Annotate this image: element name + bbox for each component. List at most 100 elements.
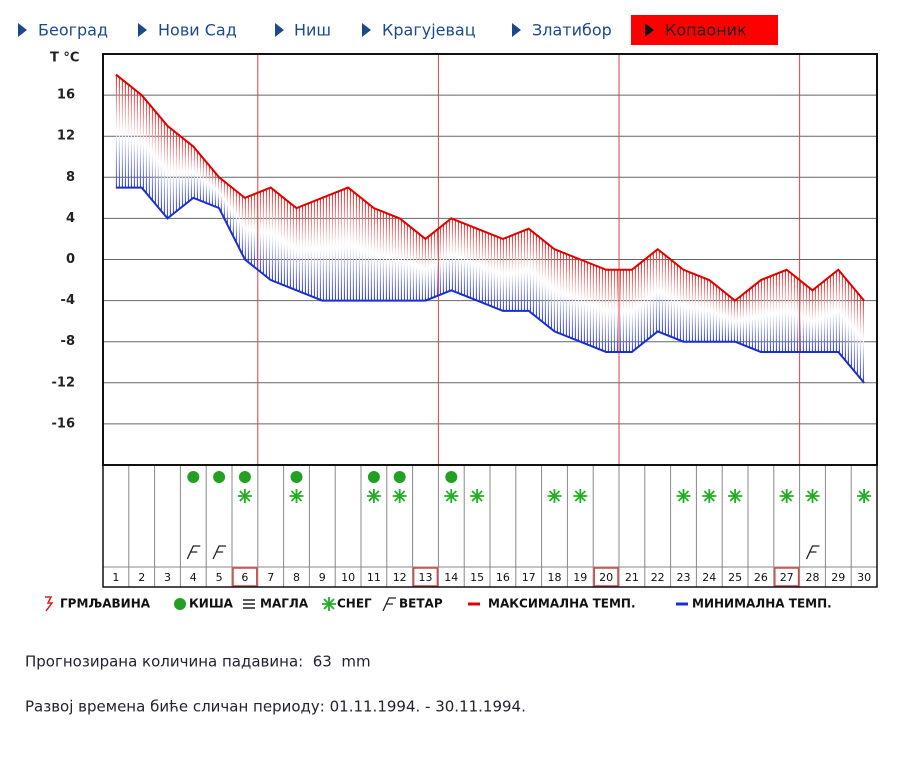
legend-label: СНЕГ xyxy=(337,597,372,611)
hatch xyxy=(658,250,660,332)
hatch xyxy=(205,161,207,203)
hatch xyxy=(163,121,165,215)
hatch xyxy=(706,279,708,342)
hatch xyxy=(736,299,738,343)
hatch xyxy=(349,189,351,301)
wind-icon xyxy=(212,545,227,560)
nav-tab[interactable]: Крагујевац xyxy=(362,21,476,40)
rain-icon xyxy=(187,471,200,483)
wind-icon xyxy=(382,597,396,612)
hatch xyxy=(634,267,636,350)
hatch xyxy=(784,270,786,352)
x-tick-label: 6 xyxy=(241,571,248,584)
hatch xyxy=(241,195,243,254)
y-tick-label: 16 xyxy=(57,88,75,103)
temp-line xyxy=(115,73,865,302)
marked-day-box xyxy=(774,567,800,587)
hatch xyxy=(124,81,126,188)
hatch xyxy=(844,277,846,360)
y-label: T °C xyxy=(50,51,79,66)
hatch xyxy=(676,264,678,340)
rain-icon xyxy=(445,471,458,483)
x-tick-label: 15 xyxy=(470,571,484,584)
hatch xyxy=(478,229,480,302)
hatch xyxy=(742,294,744,345)
nav-tab[interactable]: Копаоник xyxy=(631,15,778,45)
hatch xyxy=(295,207,297,291)
hatch xyxy=(556,250,558,333)
rain-icon xyxy=(174,598,186,610)
rain-icon xyxy=(290,471,303,483)
snow-icon xyxy=(392,489,407,503)
hatch xyxy=(175,132,177,212)
x-tick-label: 9 xyxy=(319,571,326,584)
hatch xyxy=(550,246,552,329)
hatch xyxy=(652,253,654,336)
hatch xyxy=(397,217,399,301)
hatch xyxy=(361,198,363,301)
hatch xyxy=(514,234,516,311)
hatch xyxy=(313,201,315,298)
hatch xyxy=(232,188,234,236)
hatch xyxy=(811,289,813,352)
symbol xyxy=(187,471,200,483)
hatch xyxy=(280,195,282,285)
hatch xyxy=(586,262,588,345)
hatch xyxy=(127,84,129,188)
nav-label: Крагујевац xyxy=(382,21,476,40)
hatch xyxy=(730,297,732,342)
hatch xyxy=(748,289,750,348)
hatch xyxy=(466,224,468,297)
nav-tab[interactable]: Београд xyxy=(18,21,108,40)
hatch xyxy=(403,221,405,301)
hatch xyxy=(496,236,498,309)
nav-label: Копаоник xyxy=(665,21,747,40)
hatch xyxy=(442,225,444,294)
x-tick-label: 21 xyxy=(625,571,639,584)
hatch xyxy=(673,262,675,338)
nav-tab[interactable]: Ниш xyxy=(275,21,331,40)
symbol xyxy=(702,489,717,503)
hatch xyxy=(853,288,855,371)
hatch xyxy=(817,286,819,352)
hatch xyxy=(196,150,198,200)
symbol xyxy=(289,489,304,503)
hatch xyxy=(310,202,312,297)
hatch xyxy=(160,118,162,211)
hatch xyxy=(379,210,381,301)
x-tick-label: 3 xyxy=(164,571,171,584)
snow-icon xyxy=(237,489,252,503)
hatch xyxy=(778,272,780,352)
hatch xyxy=(664,254,666,335)
hatch xyxy=(679,266,681,341)
hatch xyxy=(229,185,231,230)
hatch xyxy=(766,277,768,352)
hatch xyxy=(553,248,555,331)
hatch xyxy=(337,191,339,301)
x-tick-label: 19 xyxy=(573,571,587,584)
hatch xyxy=(220,178,222,212)
hatch xyxy=(631,269,633,352)
hatch xyxy=(484,231,486,304)
hatch xyxy=(637,264,639,348)
x-tick-label: 10 xyxy=(341,571,355,584)
y-tick-label: -8 xyxy=(61,334,75,349)
hatch xyxy=(118,76,120,188)
symbol xyxy=(238,471,251,483)
hatch xyxy=(247,196,249,262)
hatch xyxy=(391,215,393,301)
nav-tab[interactable]: Златибор xyxy=(512,21,612,40)
hatch xyxy=(691,273,693,342)
x-tick-label: 20 xyxy=(599,571,613,584)
hatch xyxy=(703,277,705,342)
hatch xyxy=(250,195,252,265)
y-tick-label: 0 xyxy=(66,252,75,267)
hatch xyxy=(757,282,759,351)
hatch xyxy=(421,236,423,301)
symbol xyxy=(212,545,227,560)
nav-active-bg xyxy=(631,15,778,45)
nav-tab[interactable]: Нови Сад xyxy=(138,21,237,40)
hatch xyxy=(334,192,336,301)
hatch xyxy=(244,197,246,260)
x-tick-label: 18 xyxy=(548,571,562,584)
